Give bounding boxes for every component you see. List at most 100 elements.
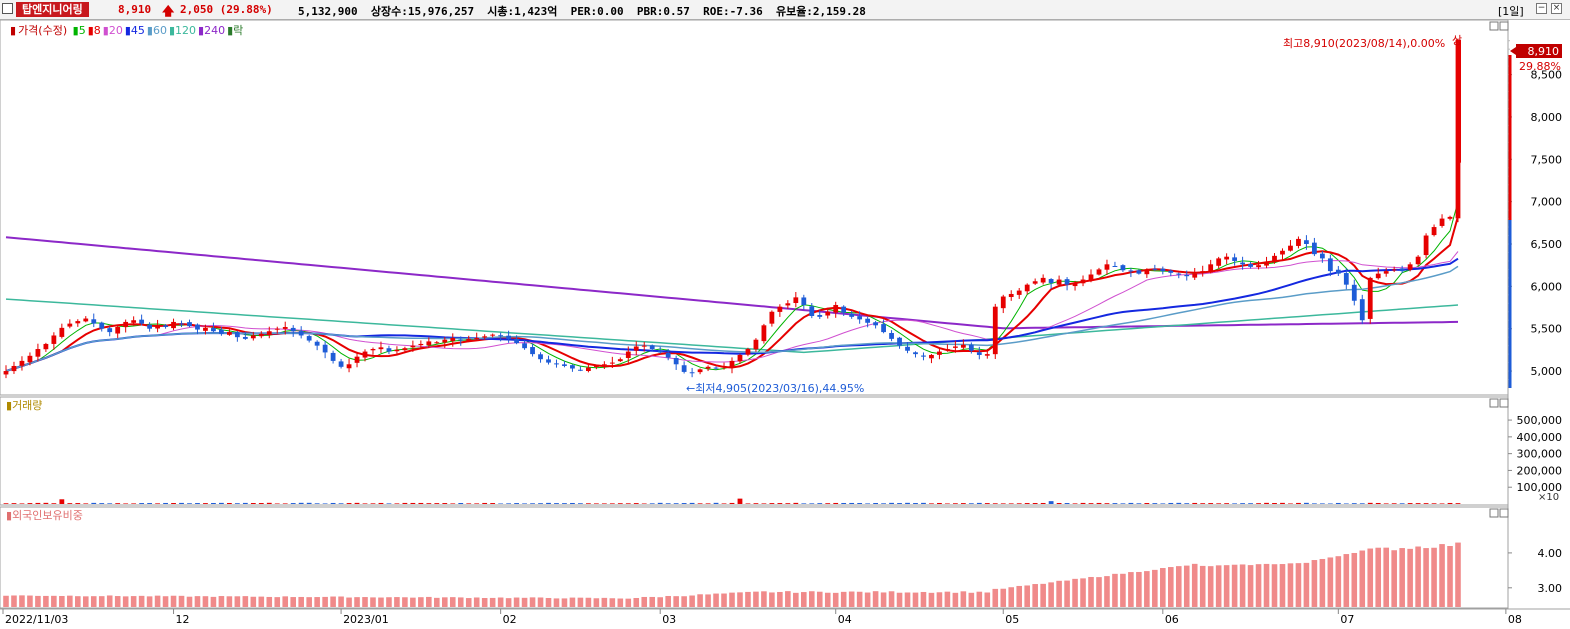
candle-body bbox=[538, 354, 543, 360]
candle-body bbox=[1216, 258, 1222, 266]
current-pct-tag: 29.88% bbox=[1519, 60, 1561, 73]
candle-body bbox=[195, 324, 200, 330]
candle-body bbox=[641, 345, 647, 347]
candle-body bbox=[51, 335, 57, 344]
foreign-bar bbox=[816, 591, 823, 607]
candle bbox=[984, 348, 990, 359]
foreign-bar bbox=[1064, 580, 1070, 607]
volume-axis-label-3: 200,000 bbox=[1517, 464, 1563, 477]
candle-body bbox=[1343, 273, 1349, 285]
volume-bar bbox=[968, 503, 974, 504]
candle-body bbox=[59, 327, 65, 337]
volume-bar bbox=[530, 503, 535, 504]
volume-bar bbox=[378, 502, 384, 504]
candle-body bbox=[99, 322, 105, 329]
volume-bar bbox=[1431, 503, 1437, 504]
foreign-bar bbox=[513, 597, 520, 607]
stock-stats: 5,132,900 상장수:15,976,257 시총:1,423억 PER:0… bbox=[298, 5, 866, 18]
foreign-bar bbox=[609, 598, 616, 607]
volume-bar bbox=[203, 503, 208, 504]
ma-45-line bbox=[5, 257, 1459, 373]
foreign-bar bbox=[1319, 558, 1326, 607]
volume-bar bbox=[785, 503, 791, 504]
candle-body bbox=[633, 346, 639, 351]
select-checkbox[interactable] bbox=[2, 3, 13, 14]
foreign-panel-buttons[interactable] bbox=[1489, 508, 1509, 518]
candle-body bbox=[1399, 268, 1405, 272]
volume-bar bbox=[952, 503, 958, 504]
volume-bar bbox=[1152, 503, 1158, 504]
volume-bar bbox=[322, 503, 328, 504]
candle-body bbox=[1088, 274, 1094, 281]
candle-body bbox=[1391, 269, 1397, 271]
period-label[interactable]: [1일] bbox=[1498, 5, 1524, 18]
candle-body bbox=[91, 319, 97, 324]
volume-bar bbox=[713, 502, 719, 504]
candle bbox=[442, 336, 448, 348]
minimize-icon[interactable]: − bbox=[1536, 3, 1547, 14]
candle-body bbox=[514, 338, 519, 344]
candle-body bbox=[370, 349, 376, 351]
candle-body bbox=[250, 335, 256, 339]
volume-bar bbox=[450, 503, 456, 504]
candle-body bbox=[1048, 279, 1054, 283]
volume-panel-buttons[interactable] bbox=[1489, 398, 1509, 408]
current-price: 8,910 bbox=[118, 3, 152, 16]
foreign-axis-label-0: 4.00 bbox=[1538, 547, 1563, 560]
volume-bar bbox=[514, 503, 519, 504]
foreign-bar bbox=[1104, 576, 1110, 607]
foreign-bar bbox=[1120, 573, 1126, 607]
candle bbox=[19, 356, 25, 371]
foreign-bar bbox=[3, 595, 9, 607]
candle bbox=[131, 316, 137, 326]
candle bbox=[67, 319, 73, 329]
candle-body bbox=[1304, 240, 1309, 244]
foreign-bar bbox=[601, 597, 608, 607]
price-panel-buttons[interactable] bbox=[1489, 21, 1509, 31]
volume-bar bbox=[1144, 503, 1150, 504]
price-axis-label-3: 7,000 bbox=[1531, 196, 1563, 209]
volume-bar bbox=[434, 503, 440, 504]
foreign-bar bbox=[434, 597, 440, 607]
stock-name[interactable]: 탑엔지니어링 bbox=[16, 2, 89, 17]
volume-bar bbox=[1264, 502, 1269, 504]
close-icon[interactable]: × bbox=[1551, 3, 1562, 14]
candle-body bbox=[498, 335, 504, 337]
foreign-bar bbox=[976, 591, 983, 607]
candle-body bbox=[745, 349, 751, 355]
candle bbox=[1032, 278, 1038, 285]
candle bbox=[1391, 266, 1397, 273]
candle bbox=[226, 329, 232, 336]
volume-bar bbox=[1160, 503, 1166, 504]
volume-bar bbox=[562, 503, 567, 504]
candle-body bbox=[857, 316, 863, 320]
volume-bar bbox=[929, 503, 934, 504]
volume-bar bbox=[633, 503, 639, 504]
foreign-bar bbox=[689, 595, 695, 607]
volume-bar bbox=[1096, 502, 1102, 504]
volume-bar bbox=[737, 498, 743, 504]
foreign-bar bbox=[848, 591, 855, 607]
candle bbox=[51, 332, 57, 350]
foreign-bar bbox=[346, 597, 352, 607]
volume-bar bbox=[139, 503, 145, 504]
volume-bar bbox=[1256, 503, 1261, 504]
foreign-bar bbox=[1415, 546, 1421, 607]
candle bbox=[27, 352, 33, 366]
volume-bar bbox=[91, 502, 97, 504]
price-axis-label-2: 7,500 bbox=[1531, 153, 1563, 166]
volume-bar bbox=[793, 502, 799, 504]
candle-body bbox=[147, 324, 152, 329]
foreign-bar bbox=[1160, 568, 1166, 607]
candle-body-last bbox=[1456, 39, 1461, 163]
candle bbox=[1256, 260, 1261, 270]
candle bbox=[522, 340, 527, 350]
candle-body bbox=[1104, 264, 1110, 270]
volume-bar bbox=[809, 503, 815, 504]
volume-bar bbox=[131, 503, 137, 504]
candle-body bbox=[418, 343, 424, 346]
candle bbox=[338, 358, 344, 369]
candle bbox=[1319, 251, 1325, 263]
volume-bar bbox=[298, 502, 304, 504]
